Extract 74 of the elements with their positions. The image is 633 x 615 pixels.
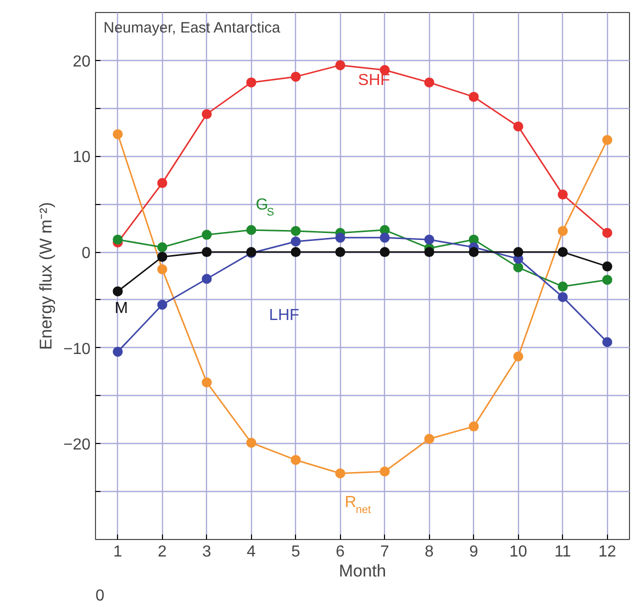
point [335, 60, 346, 70]
x-tick-label: 8 [424, 544, 434, 560]
point [468, 421, 479, 432]
text: 0 [96, 588, 104, 604]
point [468, 247, 479, 258]
x-tick-label: 12 [598, 544, 616, 560]
point [424, 247, 434, 258]
point [202, 274, 212, 284]
point [335, 468, 346, 478]
point [157, 242, 168, 252]
text: LHF [269, 306, 300, 324]
x-tick-label: 5 [291, 544, 300, 560]
point [380, 466, 390, 476]
x-tick-label: 3 [202, 544, 212, 560]
point [513, 262, 524, 272]
x-tick-label: 7 [380, 544, 390, 560]
x-tick-label: 4 [246, 544, 256, 560]
point [380, 232, 390, 243]
point [290, 236, 301, 246]
point [157, 300, 168, 310]
point [380, 247, 390, 258]
point [290, 226, 301, 236]
point [513, 351, 524, 362]
point [202, 247, 212, 258]
point [157, 264, 168, 274]
point [602, 228, 612, 238]
point [468, 92, 479, 102]
point [290, 247, 301, 258]
point [602, 337, 612, 348]
x-tick-label: 11 [554, 544, 572, 560]
point [558, 190, 568, 200]
point [157, 178, 168, 188]
point [602, 134, 612, 145]
point [112, 234, 123, 245]
point [558, 292, 568, 302]
point [424, 434, 434, 444]
point [424, 234, 434, 245]
point [290, 454, 301, 465]
x-tick-label: 10 [509, 544, 528, 560]
point [290, 72, 301, 82]
point [246, 225, 256, 235]
point [513, 122, 524, 132]
series-label: M [114, 300, 128, 318]
point [602, 274, 612, 285]
point [513, 247, 524, 258]
y-tick-label: −20 [63, 436, 91, 454]
point [558, 247, 568, 258]
point [202, 230, 212, 240]
point [112, 129, 123, 140]
y-tick-label: 20 [72, 53, 91, 70]
y-tick-label: 10 [72, 149, 91, 166]
point [112, 346, 123, 357]
x-tick-label: 2 [158, 544, 167, 560]
point [202, 109, 212, 120]
point [246, 438, 256, 448]
point [112, 286, 123, 296]
series-label: SHF [358, 72, 390, 90]
point [602, 261, 612, 272]
point [202, 377, 212, 388]
x-tick-label: 1 [113, 544, 122, 560]
x-tick-label: 9 [469, 544, 478, 560]
x-axis-title: Month [338, 562, 386, 580]
point [424, 77, 434, 88]
point [335, 247, 346, 258]
point [558, 282, 568, 292]
point [558, 226, 568, 236]
point [246, 77, 256, 88]
y-axis-title: Energy flux (W m⁻²) [36, 202, 56, 350]
x-tick-label: 6 [336, 544, 345, 560]
y-tick-label: 0 [82, 245, 91, 262]
y-tick-label: −10 [63, 340, 91, 358]
point [335, 232, 346, 243]
point [157, 252, 168, 262]
text: Neumayer, East Antarctica [104, 20, 281, 36]
